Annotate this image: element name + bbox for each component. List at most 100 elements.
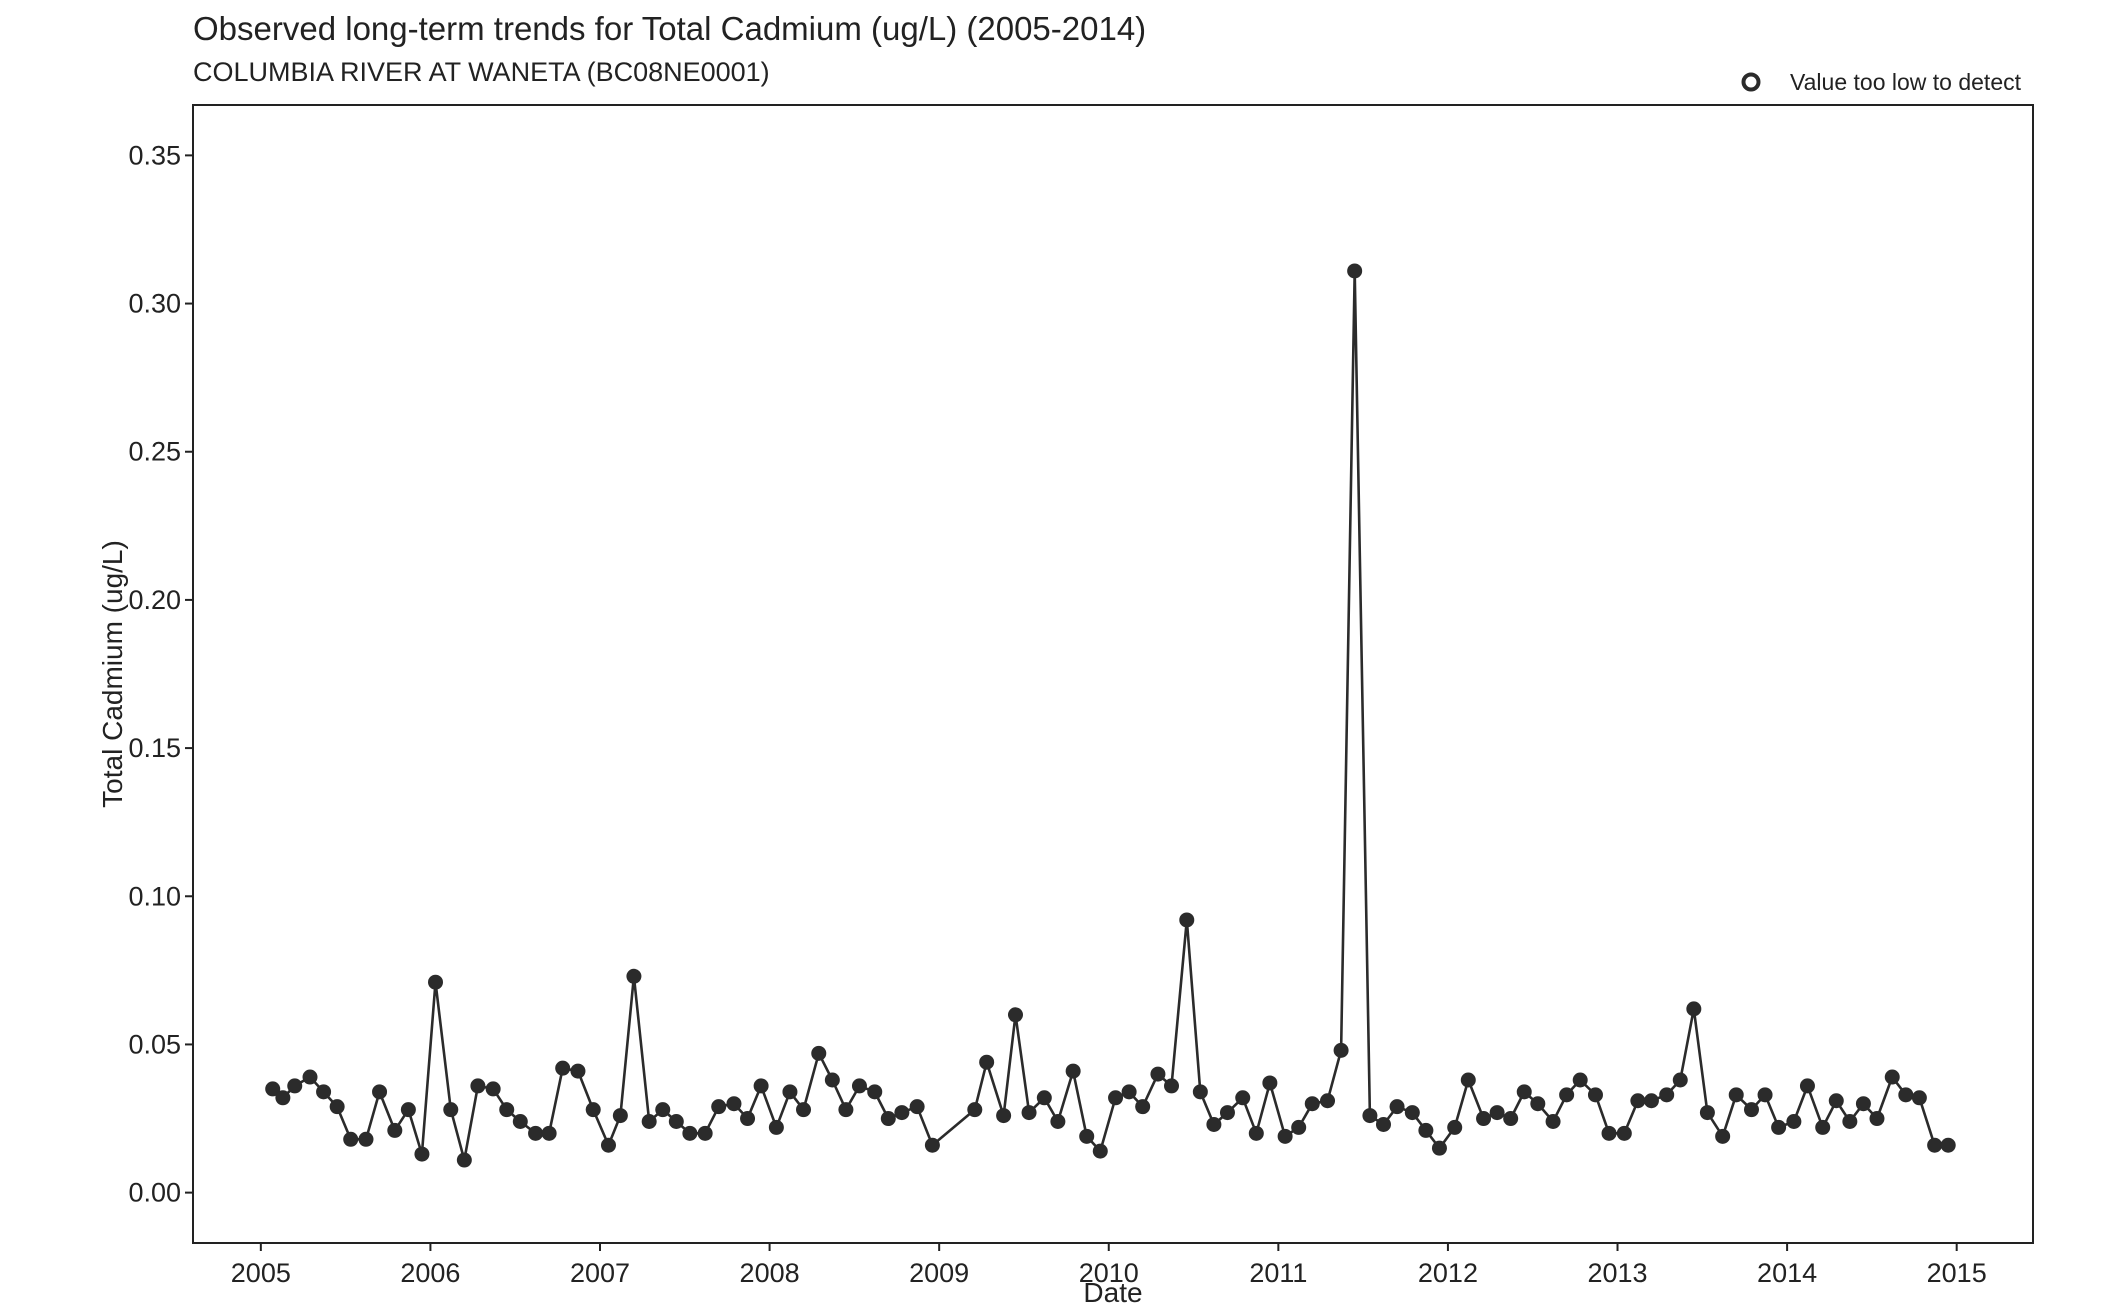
data-point bbox=[1404, 1105, 1420, 1121]
data-point bbox=[1277, 1128, 1293, 1144]
data-point bbox=[1192, 1084, 1208, 1100]
x-tick-label: 2005 bbox=[231, 1258, 291, 1288]
data-point bbox=[400, 1102, 416, 1118]
data-point bbox=[1333, 1042, 1349, 1058]
data-point bbox=[1927, 1137, 1943, 1153]
x-axis-title: Date bbox=[1083, 1277, 1142, 1308]
x-tick-label: 2012 bbox=[1418, 1258, 1478, 1288]
data-point bbox=[302, 1069, 318, 1085]
x-tick-label: 2013 bbox=[1587, 1258, 1647, 1288]
data-point bbox=[329, 1099, 345, 1115]
y-axis-title: Total Cadmium (ug/L) bbox=[97, 540, 128, 808]
y-tick-label: 0.30 bbox=[128, 289, 181, 319]
x-tick-label: 2014 bbox=[1757, 1258, 1817, 1288]
y-tick-label: 0.35 bbox=[128, 140, 181, 170]
data-point bbox=[726, 1096, 742, 1112]
legend: Value too low to detect bbox=[1741, 69, 2022, 95]
data-point bbox=[1079, 1128, 1095, 1144]
data-point bbox=[485, 1081, 501, 1097]
data-point bbox=[768, 1119, 784, 1135]
data-point bbox=[682, 1125, 698, 1141]
data-point bbox=[824, 1072, 840, 1088]
data-point bbox=[1135, 1099, 1151, 1115]
data-point bbox=[1616, 1125, 1632, 1141]
x-tick-label: 2006 bbox=[400, 1258, 460, 1288]
data-point bbox=[1559, 1087, 1575, 1103]
data-point bbox=[1771, 1119, 1787, 1135]
data-point bbox=[541, 1125, 557, 1141]
data-point bbox=[1786, 1113, 1802, 1129]
data-point bbox=[1601, 1125, 1617, 1141]
data-point bbox=[528, 1125, 544, 1141]
data-point bbox=[1304, 1096, 1320, 1112]
y-tick-label: 0.25 bbox=[128, 437, 181, 467]
data-point bbox=[316, 1084, 332, 1100]
data-point bbox=[1262, 1075, 1278, 1091]
chart-title: Observed long-term trends for Total Cadm… bbox=[193, 10, 1146, 47]
data-point bbox=[1911, 1090, 1927, 1106]
data-point bbox=[711, 1099, 727, 1115]
data-point bbox=[1489, 1105, 1505, 1121]
data-point bbox=[626, 968, 642, 984]
data-point bbox=[811, 1045, 827, 1061]
series-line bbox=[271, 269, 1949, 1162]
data-point bbox=[1121, 1084, 1137, 1100]
data-point bbox=[753, 1078, 769, 1094]
data-point bbox=[1150, 1066, 1166, 1082]
x-tick-label: 2009 bbox=[909, 1258, 969, 1288]
data-point bbox=[1715, 1128, 1731, 1144]
data-point bbox=[555, 1060, 571, 1076]
data-point bbox=[1248, 1125, 1264, 1141]
y-tick-label: 0.10 bbox=[128, 881, 181, 911]
data-point bbox=[414, 1146, 430, 1162]
data-point bbox=[1728, 1087, 1744, 1103]
data-point bbox=[343, 1131, 359, 1147]
data-point bbox=[996, 1108, 1012, 1124]
x-axis: 2005 2006 2007 2008 2009 2010 2011 2012 2013 2014… bbox=[231, 1243, 1987, 1288]
data-point bbox=[387, 1122, 403, 1138]
data-point bbox=[1869, 1111, 1885, 1127]
data-point bbox=[1530, 1096, 1546, 1112]
data-point bbox=[979, 1054, 995, 1070]
x-tick-label: 2011 bbox=[1249, 1258, 1307, 1288]
legend-open-circle-icon bbox=[1741, 72, 1761, 92]
y-tick-label: 0.00 bbox=[128, 1178, 181, 1208]
data-point bbox=[1431, 1140, 1447, 1156]
data-point bbox=[1686, 1001, 1702, 1017]
data-point bbox=[358, 1131, 374, 1147]
x-tick-label: 2007 bbox=[570, 1258, 630, 1288]
data-point bbox=[600, 1137, 616, 1153]
data-point bbox=[1630, 1093, 1646, 1109]
data-point bbox=[499, 1102, 515, 1118]
data-point bbox=[287, 1078, 303, 1094]
series-total-cadmium bbox=[265, 263, 1956, 1168]
data-point bbox=[668, 1113, 684, 1129]
data-point bbox=[1460, 1072, 1476, 1088]
data-point bbox=[1007, 1007, 1023, 1023]
y-tick-label: 0.05 bbox=[128, 1029, 181, 1059]
data-point bbox=[470, 1078, 486, 1094]
plot-panel bbox=[192, 104, 2034, 1244]
data-point bbox=[1235, 1090, 1251, 1106]
data-point bbox=[851, 1078, 867, 1094]
data-point bbox=[570, 1063, 586, 1079]
data-point bbox=[1659, 1087, 1675, 1103]
data-point bbox=[1179, 912, 1195, 928]
data-point bbox=[1572, 1072, 1588, 1088]
data-point bbox=[1699, 1105, 1715, 1121]
x-tick-label: 2010 bbox=[1079, 1258, 1139, 1288]
data-point bbox=[1842, 1113, 1858, 1129]
data-point bbox=[1050, 1113, 1066, 1129]
data-point bbox=[924, 1137, 940, 1153]
data-point bbox=[512, 1113, 528, 1129]
data-point bbox=[1362, 1108, 1378, 1124]
data-point bbox=[585, 1102, 601, 1118]
data-point bbox=[641, 1113, 657, 1129]
data-point bbox=[1375, 1116, 1391, 1132]
data-point bbox=[1672, 1072, 1688, 1088]
data-point bbox=[1021, 1105, 1037, 1121]
data-point bbox=[1898, 1087, 1914, 1103]
x-tick-label: 2008 bbox=[740, 1258, 800, 1288]
y-tick-label: 0.15 bbox=[128, 733, 181, 763]
